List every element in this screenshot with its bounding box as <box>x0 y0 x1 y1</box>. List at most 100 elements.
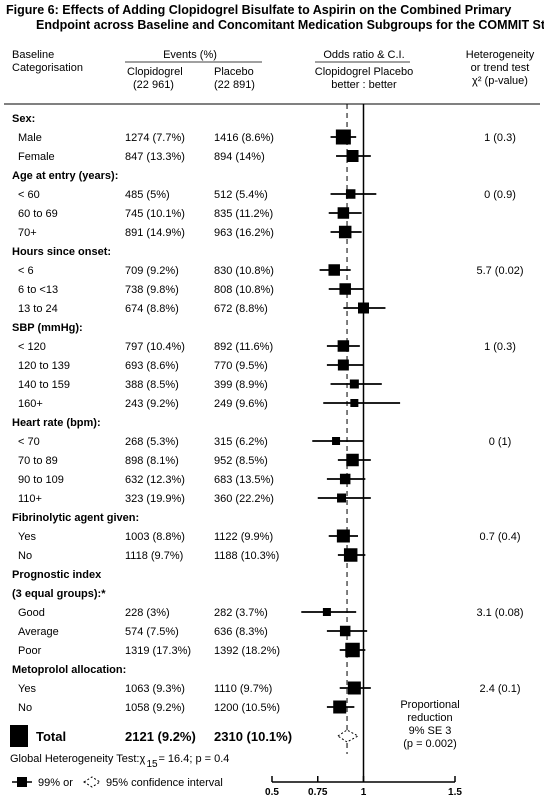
clopidogrel-events: 847 (13.3%) <box>125 151 185 163</box>
clopidogrel-events: 388 (8.5%) <box>125 379 179 391</box>
placebo-events: 808 (10.8%) <box>214 284 274 296</box>
placebo-events: 636 (8.3%) <box>214 626 268 638</box>
clopidogrel-events: 1058 (9.2%) <box>125 702 185 714</box>
category-label: 90 to 109 <box>18 474 64 486</box>
header-events: Events (%) <box>163 49 217 61</box>
estimate-square <box>345 642 360 658</box>
category-label: No <box>18 702 32 714</box>
placebo-events: 1416 (8.6%) <box>214 132 274 144</box>
clopidogrel-events: 574 (7.5%) <box>125 626 179 638</box>
placebo-events: 512 (5.4%) <box>214 189 268 201</box>
x-tick-label: 0.5 <box>265 787 279 798</box>
clopidogrel-events: 745 (10.1%) <box>125 208 185 220</box>
clopidogrel-events: 228 (3%) <box>125 607 170 619</box>
estimate-square <box>347 681 361 695</box>
category-label: 110+ <box>18 493 42 505</box>
header-clopidogrel-n: (22 961) <box>133 79 174 91</box>
placebo-events: 835 (11.2%) <box>214 208 273 220</box>
heterogeneity-value: 0 (0.9) <box>484 189 516 201</box>
legend-diamond <box>83 776 101 788</box>
category-label: Female <box>18 151 55 163</box>
estimate-square <box>339 473 351 485</box>
heterogeneity-value: 0.7 (0.4) <box>480 531 521 543</box>
subgroup-label: Fibrinolytic agent given: <box>12 512 139 524</box>
clopidogrel-events: 632 (12.3%) <box>125 474 185 486</box>
category-label: < 60 <box>18 189 40 201</box>
header-heterogeneity: Heterogeneity <box>466 49 535 61</box>
clopidogrel-events: 709 (9.2%) <box>125 265 179 277</box>
header-heterogeneity: or trend test <box>471 62 530 74</box>
subgroup-label: Heart rate (bpm): <box>12 417 101 429</box>
category-label: Poor <box>18 645 42 657</box>
placebo-events: 1200 (10.5%) <box>214 702 280 714</box>
header-baseline: Categorisation <box>12 62 83 74</box>
x-tick-label: 1 <box>361 787 367 798</box>
placebo-events: 1392 (18.2%) <box>214 645 280 657</box>
category-label: < 120 <box>18 341 46 353</box>
subgroup-label: Prognostic index <box>12 569 102 581</box>
category-label: 70+ <box>18 227 37 239</box>
category-label: 120 to 139 <box>18 360 70 372</box>
heterogeneity-value: 2.4 (0.1) <box>480 683 521 695</box>
placebo-events: 399 (8.9%) <box>214 379 268 391</box>
placebo-events: 830 (10.8%) <box>214 265 274 277</box>
estimate-square <box>333 700 347 714</box>
placebo-events: 963 (16.2%) <box>214 227 274 239</box>
global-heterogeneity-df: 15 <box>146 759 158 770</box>
clopidogrel-events: 1274 (7.7%) <box>125 132 185 144</box>
placebo-events: 894 (14%) <box>214 151 265 163</box>
clopidogrel-events: 268 (5.3%) <box>125 436 179 448</box>
proportional-reduction: Proportional <box>400 699 459 711</box>
clopidogrel-events: 243 (9.2%) <box>125 398 179 410</box>
estimate-square <box>337 359 349 371</box>
clopidogrel-events: 898 (8.1%) <box>125 455 179 467</box>
clopidogrel-events: 674 (8.8%) <box>125 303 179 315</box>
estimate-square <box>337 340 350 352</box>
legend-square <box>17 777 27 787</box>
estimate-square <box>332 437 341 445</box>
x-tick-label: 1.5 <box>448 787 462 798</box>
heterogeneity-value: 1 (0.3) <box>484 132 516 144</box>
header-odds-ratio: Odds ratio & C.I. <box>323 49 404 61</box>
category-label: < 6 <box>18 265 34 277</box>
figure-title-line: Endpoint across Baseline and Concomitant… <box>36 18 544 32</box>
header-placebo-n: (22 891) <box>214 79 255 91</box>
estimate-square <box>350 399 359 407</box>
subgroup-label: Hours since onset: <box>12 246 111 258</box>
category-label: < 70 <box>18 436 40 448</box>
estimate-square <box>358 302 369 314</box>
placebo-events: 360 (22.2%) <box>214 493 274 505</box>
placebo-events: 892 (11.6%) <box>214 341 273 353</box>
heterogeneity-value: 1 (0.3) <box>484 341 516 353</box>
clopidogrel-events: 797 (10.4%) <box>125 341 185 353</box>
global-heterogeneity-value: = 16.4; p = 0.4 <box>158 753 229 765</box>
global-heterogeneity-chi: χ <box>139 753 145 765</box>
heterogeneity-value: 3.1 (0.08) <box>476 607 523 619</box>
estimate-square <box>322 608 331 616</box>
category-label: 70 to 89 <box>18 455 58 467</box>
total-clopidogrel: 2121 (9.2%) <box>125 729 196 744</box>
estimate-square <box>346 453 359 467</box>
total-label: Total <box>36 729 66 744</box>
category-label: Average <box>18 626 59 638</box>
header-clopidogrel: Clopidogrel <box>127 66 183 78</box>
proportional-reduction: (p = 0.002) <box>403 738 457 750</box>
clopidogrel-events: 485 (5%) <box>125 189 170 201</box>
placebo-events: 770 (9.5%) <box>214 360 268 372</box>
subgroup-label: SBP (mmHg): <box>12 322 83 334</box>
total-placebo: 2310 (10.1%) <box>214 729 292 744</box>
subgroup-label: Age at entry (years): <box>12 170 118 182</box>
header-favor: better : better <box>331 79 397 91</box>
clopidogrel-events: 323 (19.9%) <box>125 493 185 505</box>
estimate-square <box>339 625 351 637</box>
clopidogrel-events: 1319 (17.3%) <box>125 645 191 657</box>
clopidogrel-events: 693 (8.6%) <box>125 360 179 372</box>
total-diamond <box>336 729 360 743</box>
header-baseline: Baseline <box>12 49 54 61</box>
clopidogrel-events: 1003 (8.8%) <box>125 531 185 543</box>
category-label: 140 to 159 <box>18 379 70 391</box>
placebo-events: 672 (8.8%) <box>214 303 268 315</box>
clopidogrel-events: 738 (9.8%) <box>125 284 179 296</box>
placebo-events: 1110 (9.7%) <box>214 683 272 695</box>
